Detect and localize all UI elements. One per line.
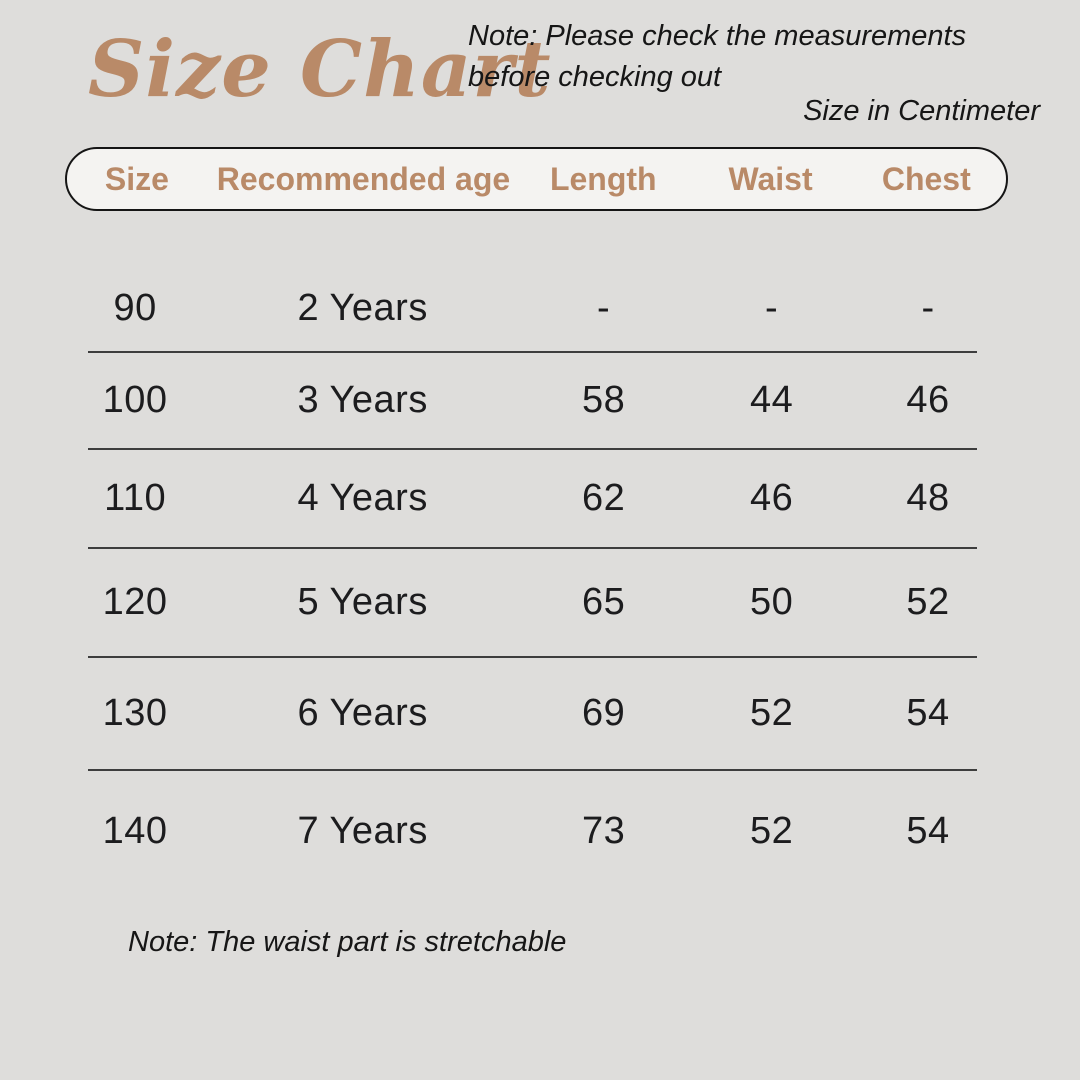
cell-size: 100 — [102, 379, 168, 421]
stretchable-note: Note: The waist part is stretchable — [128, 926, 567, 958]
cell-length: - — [597, 286, 611, 329]
cell-size: 120 — [102, 581, 168, 623]
cell-waist: 50 — [749, 581, 794, 623]
cell-waist: 46 — [749, 477, 794, 519]
cell-age: 5 Years — [297, 581, 428, 623]
table-row: 130 6 Years 69 52 54 — [88, 658, 977, 771]
table-header: Size Recommended age Length Waist Chest — [65, 147, 1008, 211]
cell-length: 73 — [581, 809, 626, 852]
cell-size: 140 — [102, 809, 168, 852]
cell-age: 3 Years — [297, 379, 428, 421]
cell-chest: 54 — [906, 692, 950, 734]
table-row: 120 5 Years 65 50 52 — [88, 549, 977, 658]
cell-size: 130 — [102, 692, 168, 734]
cell-length: 69 — [581, 692, 626, 734]
column-header-chest: Chest — [881, 160, 971, 197]
cell-age: 7 Years — [297, 809, 428, 852]
table-row: 110 4 Years 62 46 48 — [88, 450, 977, 549]
cell-waist: 44 — [749, 379, 794, 421]
column-header-age: Recommended age — [216, 160, 511, 197]
cell-chest: 54 — [906, 809, 950, 852]
cell-waist: 52 — [749, 692, 794, 734]
cell-age: 2 Years — [297, 286, 428, 329]
cell-size: 110 — [104, 477, 167, 519]
table-row: 140 7 Years 73 52 54 — [88, 771, 977, 883]
column-header-waist: Waist — [728, 160, 813, 197]
cell-chest: 52 — [906, 581, 950, 623]
size-table-body: 90 2 Years - - - 100 3 Years 58 44 46 11… — [88, 211, 977, 883]
cell-length: 65 — [581, 581, 626, 623]
cell-age: 6 Years — [297, 692, 428, 734]
unit-note: Size in Centimeter — [803, 95, 1040, 127]
table-row: 100 3 Years 58 44 46 — [88, 353, 977, 450]
checkout-note: Note: Please check the measurements befo… — [468, 20, 967, 93]
cell-length: 62 — [581, 477, 626, 519]
table-row: 90 2 Years - - - — [88, 211, 977, 353]
column-header-length: Length — [549, 160, 657, 197]
cell-size: 90 — [113, 286, 157, 329]
cell-chest: 48 — [906, 477, 950, 519]
cell-length: 58 — [581, 379, 626, 421]
column-header-size: Size — [104, 160, 169, 197]
cell-waist: 52 — [749, 809, 794, 852]
cell-age: 4 Years — [297, 477, 428, 519]
cell-chest: - — [921, 286, 935, 329]
cell-chest: 46 — [906, 379, 950, 421]
page-title: Size Chart — [88, 24, 552, 115]
cell-waist: - — [765, 286, 779, 329]
